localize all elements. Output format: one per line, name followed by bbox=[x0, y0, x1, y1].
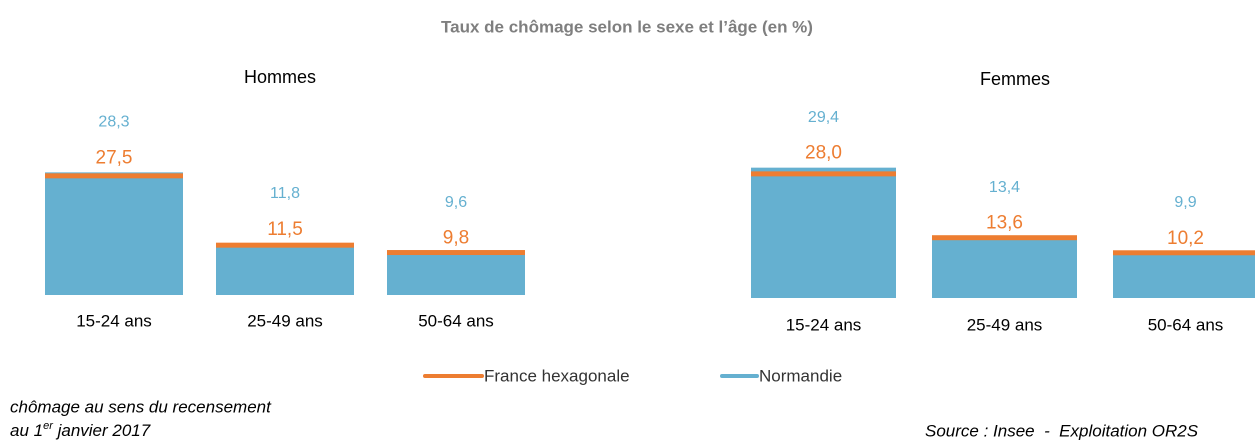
legend-label: France hexagonale bbox=[484, 366, 630, 385]
value-label: 13,6 bbox=[986, 213, 1023, 234]
note: au 1er janvier 2017 bbox=[10, 420, 151, 441]
value-label: 9,6 bbox=[445, 194, 467, 211]
bar bbox=[1113, 254, 1255, 298]
reference-line bbox=[45, 173, 183, 179]
reference-line bbox=[216, 242, 354, 248]
x-tick-label: 15-24 ans bbox=[786, 315, 862, 334]
x-tick-label: 50-64 ans bbox=[418, 311, 494, 330]
reference-line bbox=[387, 250, 525, 256]
value-label: 28,0 bbox=[805, 143, 842, 164]
note-sup: er bbox=[43, 420, 54, 432]
reference-line bbox=[932, 235, 1077, 241]
value-label: 29,4 bbox=[808, 109, 839, 126]
value-label: 9,8 bbox=[443, 228, 469, 249]
value-label: 28,3 bbox=[98, 114, 129, 131]
value-label: 13,4 bbox=[989, 179, 1020, 196]
bar bbox=[216, 243, 354, 295]
bar bbox=[45, 172, 183, 295]
x-tick-label: 25-49 ans bbox=[967, 315, 1043, 334]
source: Source : Insee - Exploitation OR2S bbox=[925, 421, 1199, 440]
panel-title: Hommes bbox=[244, 67, 316, 87]
value-label: 11,8 bbox=[270, 185, 300, 202]
value-label: 9,9 bbox=[1174, 194, 1196, 211]
value-label: 11,5 bbox=[267, 219, 303, 240]
note-part: au 1 bbox=[10, 421, 43, 440]
x-tick-label: 15-24 ans bbox=[76, 311, 152, 330]
bar bbox=[751, 167, 896, 298]
bar bbox=[932, 238, 1077, 298]
value-label: 27,5 bbox=[96, 147, 133, 168]
bar bbox=[387, 253, 525, 295]
reference-line bbox=[751, 171, 896, 177]
x-tick-label: 25-49 ans bbox=[247, 311, 323, 330]
reference-line bbox=[1113, 250, 1255, 256]
panel-title: Femmes bbox=[980, 69, 1050, 89]
chart-title: Taux de chômage selon le sexe et l’âge (… bbox=[441, 17, 813, 36]
value-label: 10,2 bbox=[1167, 228, 1204, 249]
note: chômage au sens du recensement bbox=[10, 397, 272, 416]
note-part: janvier 2017 bbox=[53, 421, 151, 440]
legend-label: Normandie bbox=[759, 366, 842, 385]
x-tick-label: 50-64 ans bbox=[1148, 315, 1224, 334]
